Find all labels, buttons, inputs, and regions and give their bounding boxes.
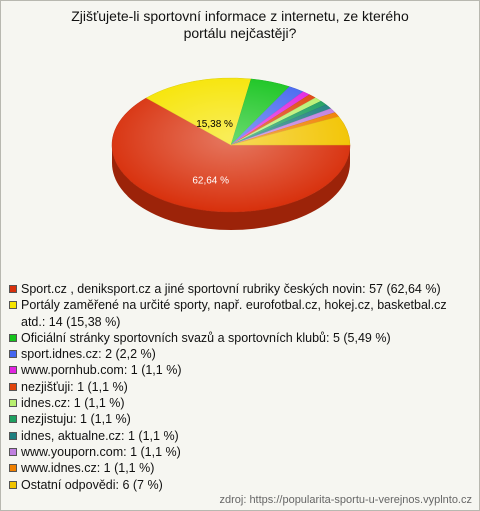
legend-entry: Ostatní odpovědi: 6 (7 %) (8, 477, 474, 493)
slice-label: 15,38 % (196, 119, 233, 130)
legend-swatch (9, 333, 17, 342)
legend-label: idnes, aktualne.cz: 1 (1,1 %) (21, 428, 179, 443)
legend-entry: www.youporn.com: 1 (1,1 %) (8, 444, 474, 460)
legend-entry: Sport.cz , deniksport.cz a jiné sportovn… (8, 281, 474, 297)
legend-swatch (9, 301, 17, 310)
legend-label: sport.idnes.cz: 2 (2,2 %) (21, 347, 156, 362)
legend-swatch (9, 447, 17, 456)
legend-label: www.youporn.com: 1 (1,1 %) (21, 444, 181, 459)
legend-swatch (9, 415, 17, 424)
legend-swatch (9, 431, 17, 440)
legend-swatch (9, 285, 17, 293)
legend-swatch (9, 350, 17, 359)
legend-entry: Oficiální stránky sportovních svazů a sp… (8, 330, 474, 346)
legend-entry: www.idnes.cz: 1 (1,1 %) (8, 460, 474, 476)
legend: Sport.cz , deniksport.cz a jiné sportovn… (8, 281, 474, 493)
pie-chart: 62,64 % 15,38 % (111, 77, 351, 230)
legend-swatch (9, 464, 17, 473)
legend-entry: sport.idnes.cz: 2 (2,2 %) (8, 346, 474, 362)
legend-entry: idnes.cz: 1 (1,1 %) (8, 395, 474, 411)
legend-label: Ostatní odpovědi: 6 (7 %) (21, 477, 163, 492)
legend-swatch (9, 480, 17, 489)
legend-label: nezjistuju: 1 (1,1 %) (21, 412, 131, 427)
chart-title: Zjišťujete-li sportovní informace z inte… (71, 8, 409, 41)
legend-swatch (9, 382, 17, 391)
legend-entry: nezjistuju: 1 (1,1 %) (8, 411, 474, 427)
legend-label: Portály zaměřené na určité sporty, např.… (21, 298, 447, 329)
legend-swatch (9, 399, 17, 408)
legend-entry: nezjišťuji: 1 (1,1 %) (8, 379, 474, 395)
slice-label: 62,64 % (192, 176, 229, 187)
legend-entry: idnes, aktualne.cz: 1 (1,1 %) (8, 428, 474, 444)
legend-swatch (9, 366, 17, 375)
legend-label: Sport.cz , deniksport.cz a jiné sportovn… (21, 282, 441, 296)
legend-label: nezjišťuji: 1 (1,1 %) (21, 379, 128, 394)
legend-entry: Portály zaměřené na určité sporty, např.… (8, 297, 474, 330)
legend-label: idnes.cz: 1 (1,1 %) (21, 396, 125, 411)
legend-entry: www.pornhub.com: 1 (1,1 %) (8, 362, 474, 378)
legend-label: www.pornhub.com: 1 (1,1 %) (21, 363, 182, 378)
legend-label: www.idnes.cz: 1 (1,1 %) (21, 461, 155, 476)
legend-label: Oficiální stránky sportovních svazů a sp… (21, 330, 391, 345)
source-note: zdroj: https://popularita-sportu-u-verej… (219, 494, 472, 506)
